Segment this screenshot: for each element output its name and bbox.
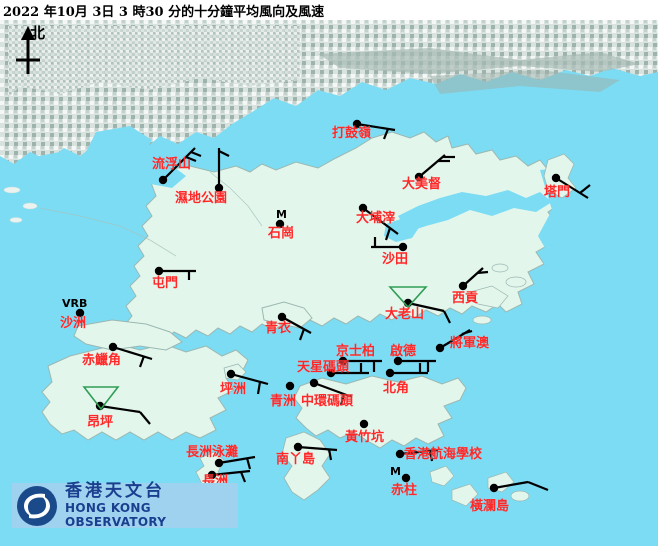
- wind-barb-kings-park: [338, 356, 382, 372]
- tap-mun-island: [543, 153, 577, 199]
- station-label-green-island: 青洲: [270, 394, 297, 409]
- north-label: 北: [30, 24, 46, 42]
- station-label-tates-cairn: 大老山: [385, 307, 425, 322]
- station-label-sha-tin: 沙田: [382, 252, 409, 267]
- station-label-wong-chuk-hang: 黃竹坑: [345, 430, 385, 445]
- station-label-ta-kwu-ling: 打鼓嶺: [332, 126, 372, 141]
- mainland-patch-a: [318, 48, 640, 74]
- hong-kong-island: [293, 375, 467, 449]
- station-label-sai-kung: 西貢: [452, 291, 479, 306]
- wind-barb-north-point: [385, 363, 428, 378]
- station-label-shek-kong: 石崗: [268, 226, 295, 241]
- wind-marker-green-island: [285, 381, 295, 391]
- wind-barb-tai-po-kau: [358, 203, 399, 241]
- station-label-tai-mei-tuk: 大美督: [402, 177, 442, 192]
- map-canvas[interactable]: 北 流浮山 濕地公園 石崗 M 打鼓嶺 大美督 大埔滓 沙田 塔門 屯門 沙洲 …: [0, 20, 658, 546]
- mirs-bay-water: [538, 164, 658, 320]
- wind-barb-sea-school: [395, 448, 439, 462]
- station-label-ngong-ping: 昂坪: [87, 415, 114, 430]
- gale-warning-triangles: [82, 286, 428, 411]
- wind-marker-shek-kong: [275, 219, 285, 229]
- wind-barb-central-pier: [309, 378, 353, 406]
- wind-barb-waglan-island: [489, 480, 549, 493]
- wind-marker-wong-chuk-hang: [359, 419, 369, 429]
- wind-barbs-layer: [75, 119, 591, 493]
- station-label-north-point: 北角: [383, 381, 410, 396]
- station-label-lamma-island: 南丫島: [276, 452, 316, 467]
- station-label-peng-chau: 坪洲: [220, 382, 247, 397]
- wind-marker-sha-chau: [75, 308, 85, 318]
- chek-lap-kok-airport: [73, 319, 183, 351]
- gale-triangle-tates-cairn: [388, 286, 428, 309]
- wind-barb-chek-lap-kok: [108, 342, 153, 368]
- wind-barb-ta-kwu-ling: [352, 119, 396, 140]
- north-arrow-icon: [16, 26, 40, 74]
- wind-barb-tseung-kwan-o: [435, 329, 473, 353]
- station-label-sha-chau: 沙洲: [60, 316, 87, 331]
- hko-logo-text: 香港天文台 HONG KONG OBSERVATORY: [65, 481, 238, 530]
- lantau-island: [41, 343, 249, 441]
- page-title: 2022 年10月 3日 3 時30 分的十分鐘平均風向及風速: [3, 5, 325, 20]
- wind-barb-tsing-yi: [277, 312, 312, 341]
- sai-kung-islets: [469, 263, 527, 325]
- station-label-tseung-kwan-o: 將軍澳: [450, 336, 490, 351]
- station-label-sea-school: 香港航海學校: [404, 447, 483, 462]
- deep-bay-water: [10, 152, 186, 190]
- wind-barb-peng-chau: [226, 369, 269, 395]
- tsing-yi-island: [261, 301, 313, 329]
- station-label-tai-po-kau: 大埔滓: [356, 211, 396, 226]
- wind-barb-lau-fau-shan: [158, 147, 202, 185]
- wind-barb-cheung-chau-beach: [214, 455, 256, 470]
- wind-barb-tuen-mun: [154, 266, 196, 280]
- title-bar: 2022 年10月 3日 3 時30 分的十分鐘平均風向及風速: [0, 0, 658, 20]
- wind-barb-sai-kung: [458, 267, 489, 291]
- hko-logo-chinese: 香港天文台: [65, 481, 165, 501]
- station-label-central-pier: 中環碼頭: [301, 394, 354, 409]
- station-label-tap-mun: 塔門: [544, 185, 571, 200]
- station-label-waglan-island: 橫瀾島: [470, 499, 510, 514]
- hko-logo: 香港天文台 HONG KONG OBSERVATORY: [12, 481, 238, 530]
- station-label-kings-park: 京士柏: [336, 344, 376, 359]
- hko-logo-english: HONG KONG OBSERVATORY: [65, 501, 167, 529]
- station-tag-shek-kong: M: [276, 208, 287, 221]
- tolo-harbour-water: [398, 190, 552, 232]
- wind-marker-stanley: [401, 473, 411, 483]
- station-label-tsing-yi: 青衣: [265, 321, 292, 336]
- mainland-inner-texture: [8, 26, 300, 98]
- wind-barb-sha-tin: [371, 237, 408, 252]
- station-label-chek-lap-kok: 赤鱲角: [82, 353, 122, 368]
- station-label-stanley: 赤柱: [391, 483, 418, 498]
- wind-barb-tai-mei-tuk: [414, 154, 455, 182]
- station-label-kai-tak: 啟德: [390, 344, 417, 359]
- wind-barb-kai-tak: [393, 356, 436, 372]
- shatin-inlet-water: [384, 218, 420, 242]
- wind-barb-tap-mun: [551, 173, 591, 199]
- gale-triangle-ngong-ping: [82, 386, 120, 411]
- hko-swirl-logo-icon: [17, 485, 57, 526]
- station-label-lau-fau-shan: 流浮山: [152, 157, 192, 172]
- station-label-star-ferry: 天星碼頭: [297, 360, 350, 375]
- wind-barb-cheung-chau: [207, 469, 251, 483]
- station-tag-stanley: M: [390, 465, 401, 478]
- station-tag-sha-chau: VRB: [62, 297, 88, 310]
- wind-barb-wetland-park: [214, 148, 230, 193]
- wind-barb-lamma-island: [293, 442, 338, 461]
- station-label-tuen-mun: 屯門: [152, 276, 179, 291]
- wind-barb-star-ferry: [326, 363, 369, 378]
- mainland-patch-b: [430, 70, 620, 94]
- station-label-wetland-park: 濕地公園: [175, 191, 228, 206]
- geography-layer: [0, 20, 658, 546]
- station-label-cheung-chau-beach: 長洲泳灘: [186, 445, 239, 460]
